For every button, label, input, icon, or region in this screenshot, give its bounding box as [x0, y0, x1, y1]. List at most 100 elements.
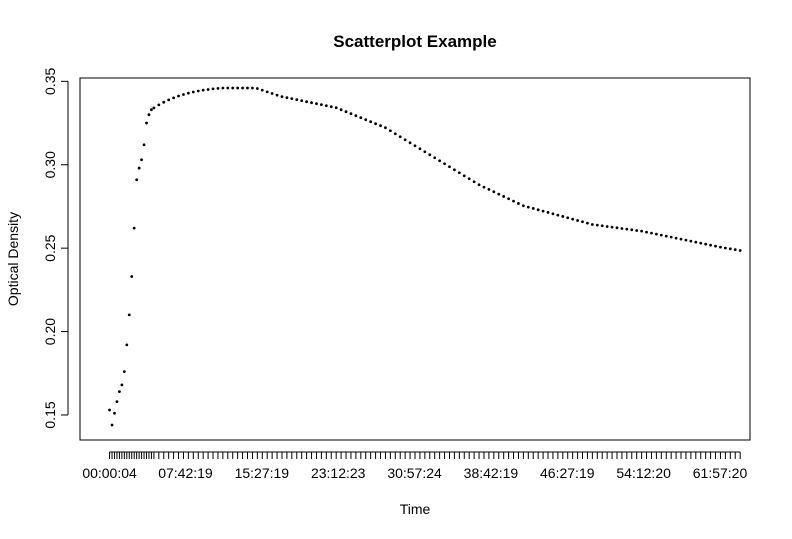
- data-point: [487, 188, 491, 191]
- data-point: [324, 104, 328, 108]
- data-point: [679, 237, 683, 241]
- data-point: [110, 423, 114, 427]
- data-point: [265, 90, 269, 94]
- data-point: [714, 244, 717, 248]
- data-point: [379, 124, 382, 128]
- data-point: [280, 95, 284, 99]
- data-point: [120, 383, 124, 387]
- data-point: [448, 165, 451, 169]
- data-point: [186, 91, 190, 95]
- data-point: [443, 162, 446, 166]
- data-point: [689, 239, 693, 243]
- data-point: [260, 88, 264, 92]
- data-point: [595, 223, 599, 227]
- data-point: [645, 230, 648, 234]
- x-tick-label: 30:57:24: [387, 465, 442, 481]
- data-point: [605, 225, 609, 228]
- x-tick-label: 15:27:19: [235, 465, 290, 481]
- data-point: [556, 213, 560, 217]
- x-axis-label: Time: [400, 501, 431, 517]
- data-point: [531, 207, 535, 210]
- x-tick-label: 46:27:19: [540, 465, 595, 481]
- data-point: [581, 220, 584, 224]
- data-point: [329, 105, 333, 109]
- data-point: [344, 110, 348, 114]
- data-point: [236, 86, 240, 90]
- data-point: [526, 205, 530, 209]
- data-point: [517, 202, 520, 205]
- data-point: [270, 92, 274, 95]
- data-point: [723, 246, 727, 250]
- data-point: [630, 228, 634, 232]
- data-point: [625, 227, 629, 231]
- data-point: [305, 100, 309, 104]
- chart-title: Scatterplot Example: [333, 32, 496, 51]
- data-point: [221, 86, 225, 90]
- y-axis: 0.15 0.20 0.25 0.30 0.35: [42, 67, 69, 429]
- data-point: [125, 343, 129, 347]
- data-point: [211, 87, 215, 91]
- data-point: [546, 211, 550, 214]
- data-point: [403, 138, 407, 142]
- data-point: [354, 114, 358, 118]
- data-point: [418, 147, 422, 151]
- data-point: [295, 98, 299, 102]
- data-point: [127, 313, 131, 317]
- x-tick-label: 07:42:19: [158, 465, 213, 481]
- data-point: [413, 144, 417, 148]
- data-point: [319, 103, 323, 107]
- x-tick-label: 38:42:19: [464, 465, 519, 481]
- y-tick-label: 0.20: [42, 318, 58, 345]
- data-point: [206, 88, 210, 91]
- data-point: [393, 132, 397, 136]
- data-point: [551, 212, 555, 216]
- y-axis-label: Optical Density: [5, 212, 21, 306]
- data-point: [600, 224, 604, 228]
- data-point: [620, 227, 624, 230]
- data-point: [359, 116, 363, 120]
- data-point: [135, 178, 139, 182]
- data-point: [635, 229, 639, 232]
- data-point: [315, 102, 318, 106]
- data-point: [216, 86, 220, 90]
- data-point: [467, 177, 471, 181]
- data-point: [147, 113, 151, 117]
- data-point: [172, 96, 176, 100]
- data-point: [130, 275, 134, 278]
- data-point: [241, 86, 244, 90]
- data-point: [255, 87, 259, 90]
- data-point: [694, 240, 698, 244]
- data-point: [231, 86, 235, 90]
- data-point: [339, 108, 343, 112]
- data-point: [586, 221, 589, 225]
- data-point: [610, 225, 614, 229]
- data-point: [349, 112, 353, 116]
- data-point: [290, 97, 294, 101]
- x-tick-label: 54:12:20: [616, 465, 671, 481]
- data-point: [507, 197, 511, 201]
- data-point: [364, 118, 368, 122]
- data-point: [497, 192, 501, 196]
- data-point: [536, 208, 540, 212]
- x-tick-label: 23:12:23: [311, 465, 366, 481]
- data-point: [590, 223, 594, 226]
- data-point: [191, 90, 195, 94]
- data-point: [150, 108, 153, 112]
- data-point: [285, 96, 289, 100]
- data-point: [132, 226, 136, 230]
- data-point: [566, 216, 570, 220]
- plot-frame: [79, 77, 751, 441]
- data-point: [374, 122, 377, 126]
- data-point: [728, 247, 732, 251]
- data-point: [654, 232, 658, 236]
- data-point: [398, 135, 402, 139]
- data-point: [457, 171, 461, 175]
- data-point: [275, 93, 279, 97]
- y-tick-label: 0.30: [42, 151, 58, 178]
- data-point: [226, 86, 230, 90]
- data-point: [684, 238, 688, 242]
- data-point: [477, 183, 481, 187]
- data-point: [482, 185, 486, 189]
- data-point: [196, 89, 200, 93]
